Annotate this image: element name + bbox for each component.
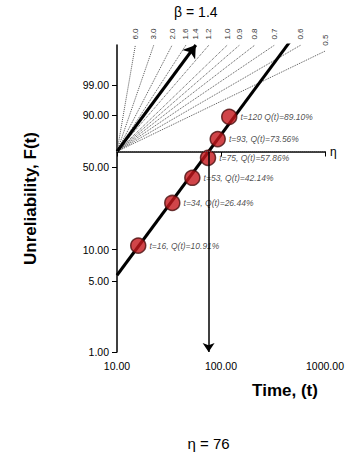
svg-text:90.00: 90.00 [83,109,109,121]
svg-text:1.2: 1.2 [204,28,213,40]
svg-text:0.5: 0.5 [321,34,330,46]
svg-text:5.00: 5.00 [89,275,110,287]
svg-text:2.0: 2.0 [168,28,177,40]
svg-text:η = 76: η = 76 [188,435,230,452]
svg-text:100.00: 100.00 [205,360,237,372]
svg-text:0.9: 0.9 [235,28,244,40]
svg-text:η: η [330,145,337,159]
svg-text:1.4: 1.4 [191,28,200,40]
svg-text:1.00: 1.00 [89,346,110,358]
svg-text:Time, (t): Time, (t) [252,381,318,400]
svg-text:t=75, Q(t)=57.86%: t=75, Q(t)=57.86% [219,153,289,163]
svg-text:0.8: 0.8 [250,28,259,40]
svg-text:0.7: 0.7 [270,28,279,40]
svg-text:10.00: 10.00 [83,244,109,256]
svg-text:t=53, Q(t)=42.14%: t=53, Q(t)=42.14% [204,173,274,183]
svg-text:Unreliability, F(t): Unreliability, F(t) [21,132,40,265]
svg-text:1000.00: 1000.00 [306,360,344,372]
svg-text:β = 1.4: β = 1.4 [174,4,218,20]
svg-text:10.00: 10.00 [104,360,130,372]
svg-text:50.00: 50.00 [83,161,109,173]
svg-text:6.0: 6.0 [131,28,140,40]
svg-text:t=34, Q(t)=26.44%: t=34, Q(t)=26.44% [184,198,254,208]
svg-text:t=93, Q(t)=73.56%: t=93, Q(t)=73.56% [229,134,299,144]
svg-text:99.00: 99.00 [83,79,109,91]
svg-text:3.0: 3.0 [149,28,158,40]
svg-text:1.0: 1.0 [223,28,232,40]
svg-text:1.6: 1.6 [181,28,190,40]
svg-text:t=16, Q(t)=10.91%: t=16, Q(t)=10.91% [149,240,220,251]
svg-text:0.6: 0.6 [296,28,305,40]
svg-text:t=120 Q(t)=89.10%: t=120 Q(t)=89.10% [240,112,313,122]
